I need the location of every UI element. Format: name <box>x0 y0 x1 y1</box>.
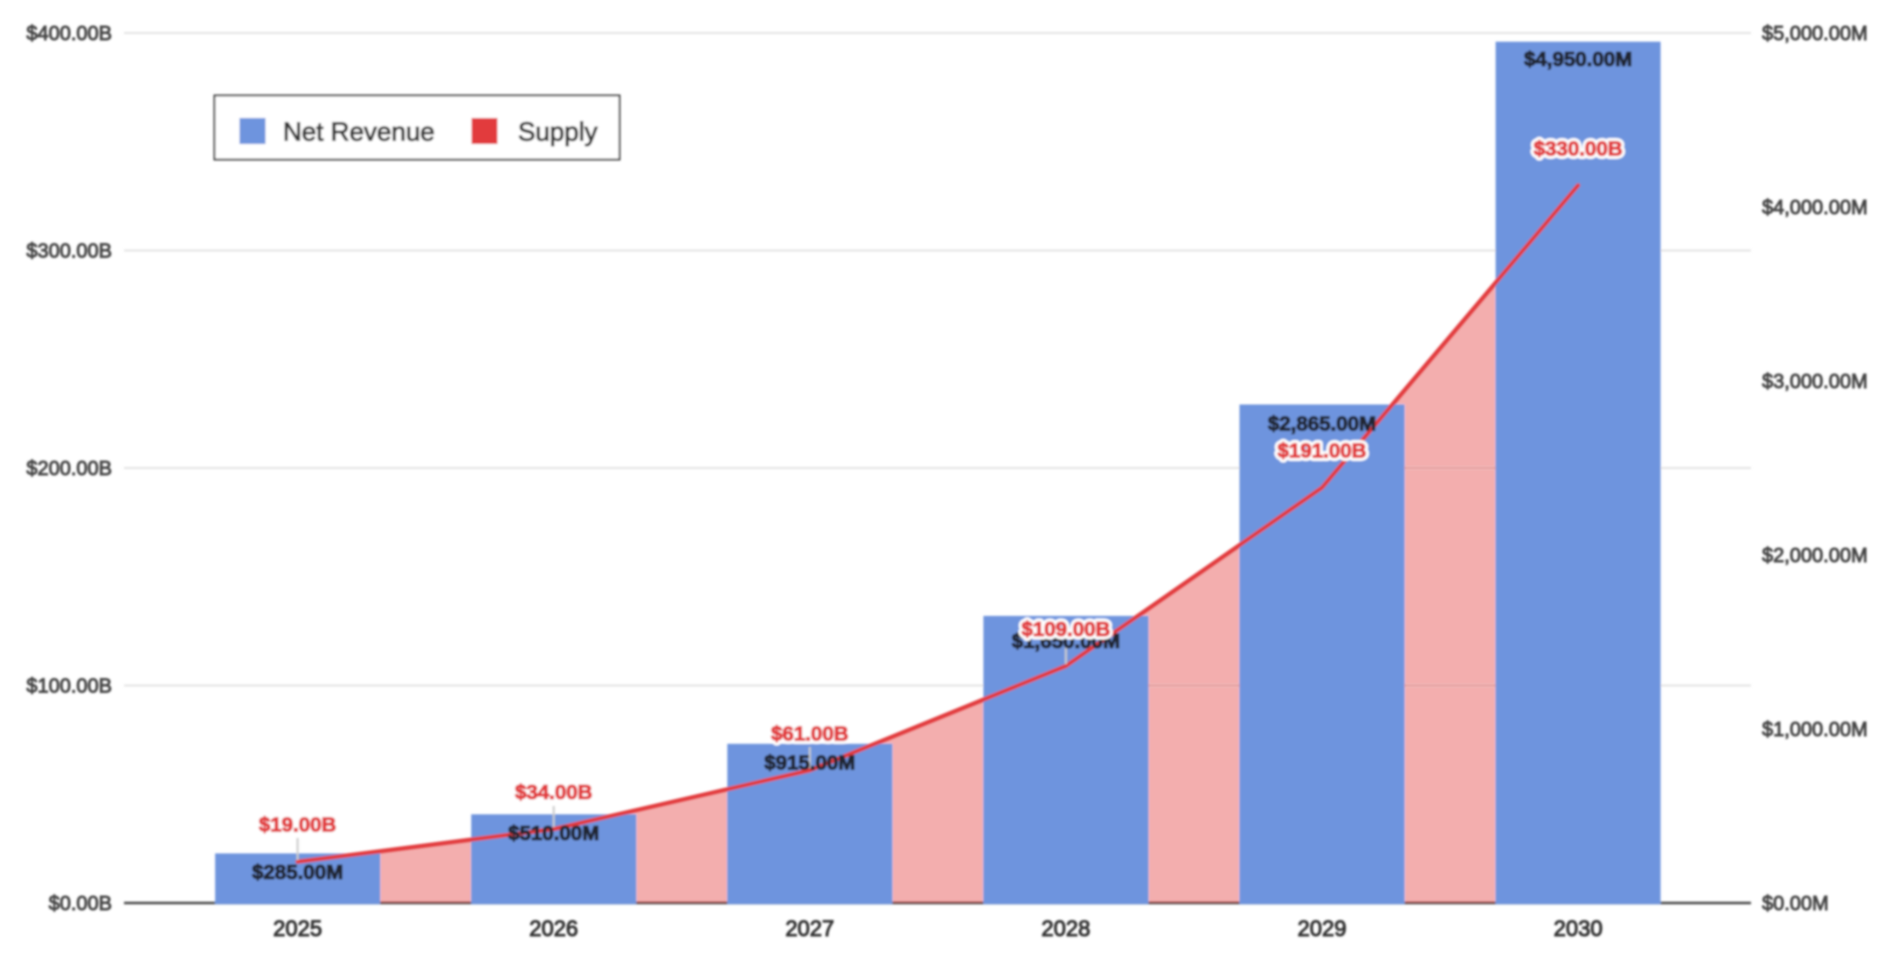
svg-text:$19.00B: $19.00B <box>259 814 337 837</box>
svg-text:$0.00B: $0.00B <box>49 893 112 915</box>
svg-text:2029: 2029 <box>1298 916 1347 941</box>
svg-text:$0.00M: $0.00M <box>1762 893 1829 915</box>
svg-text:$19.00B: $19.00B <box>259 814 337 837</box>
svg-text:$100.00B: $100.00B <box>26 676 112 698</box>
svg-text:2027: 2027 <box>785 916 834 941</box>
svg-text:$109.00B: $109.00B <box>1021 618 1110 641</box>
svg-text:2026: 2026 <box>529 916 578 941</box>
svg-text:$34.00B: $34.00B <box>515 781 593 804</box>
svg-text:$1,000.00M: $1,000.00M <box>1762 719 1868 741</box>
svg-text:$191.00B: $191.00B <box>1278 440 1367 463</box>
svg-text:$5,000.00M: $5,000.00M <box>1762 23 1868 45</box>
svg-text:$34.00B: $34.00B <box>515 781 593 804</box>
svg-text:$915.00M: $915.00M <box>764 752 855 775</box>
svg-text:2030: 2030 <box>1554 916 1603 941</box>
svg-text:2025: 2025 <box>273 916 322 941</box>
svg-text:$510.00M: $510.00M <box>508 822 599 845</box>
svg-text:$300.00B: $300.00B <box>26 241 112 263</box>
svg-text:$2,865.00M: $2,865.00M <box>1268 413 1376 436</box>
svg-text:$4,950.00M: $4,950.00M <box>1524 48 1632 71</box>
svg-text:$109.00B: $109.00B <box>1021 618 1110 641</box>
svg-text:$4,000.00M: $4,000.00M <box>1762 197 1868 219</box>
svg-text:Net Revenue: Net Revenue <box>283 117 435 147</box>
svg-text:$191.00B: $191.00B <box>1278 440 1367 463</box>
svg-text:$2,000.00M: $2,000.00M <box>1762 545 1868 567</box>
svg-text:$1,650.00M: $1,650.00M <box>1012 630 1120 653</box>
svg-text:$400.00B: $400.00B <box>26 23 112 45</box>
svg-text:Supply: Supply <box>518 117 598 147</box>
svg-text:$330.00B: $330.00B <box>1534 137 1623 160</box>
svg-text:$61.00B: $61.00B <box>771 722 849 745</box>
svg-text:$200.00B: $200.00B <box>26 458 112 480</box>
svg-text:2028: 2028 <box>1041 916 1090 941</box>
svg-text:$285.00M: $285.00M <box>252 861 343 884</box>
svg-text:$330.00B: $330.00B <box>1534 137 1623 160</box>
svg-text:$3,000.00M: $3,000.00M <box>1762 371 1868 393</box>
svg-text:$61.00B: $61.00B <box>771 722 849 745</box>
